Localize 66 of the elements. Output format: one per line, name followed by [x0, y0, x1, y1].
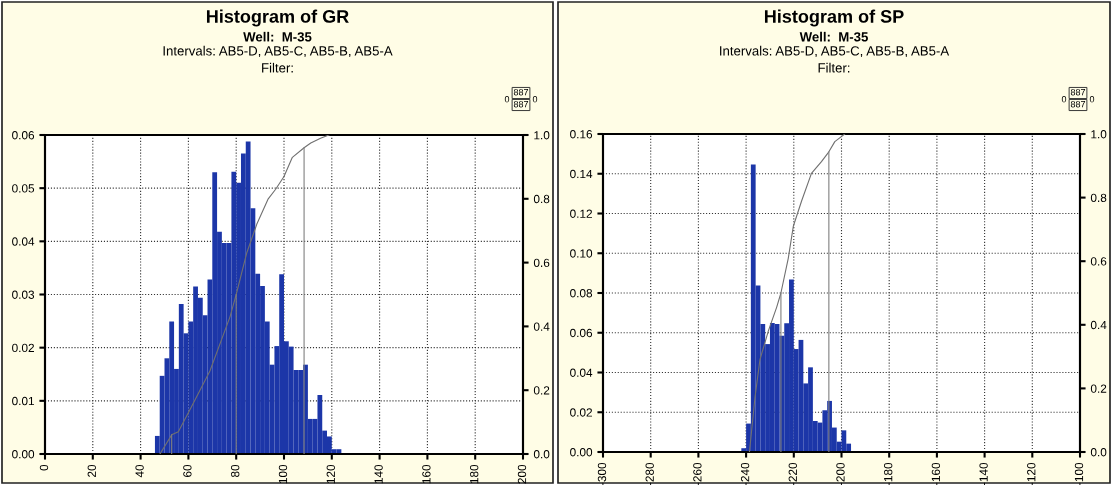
- x-tick-label: 200: [517, 464, 527, 484]
- x-tick-label: -160: [931, 462, 941, 485]
- y-tick-label: 0.00: [570, 448, 593, 457]
- y2-tick-label: 0.6: [533, 258, 550, 267]
- x-tick-label: 140: [374, 464, 383, 484]
- x-tick-label: 160: [422, 464, 431, 484]
- y-tick-label: 0.10: [570, 249, 593, 258]
- y-tick-label: 0.04: [570, 368, 593, 377]
- text: 0: [504, 96, 510, 103]
- y2-tick-label: 0.4: [1090, 320, 1107, 330]
- y2-tick-label: 0.6: [1090, 257, 1107, 266]
- y-tick-label: 0.06: [12, 131, 35, 140]
- x-tick-label: 180: [470, 464, 479, 484]
- x-tick-label: 20: [87, 464, 96, 477]
- y-tick-label: 0.05: [12, 184, 35, 193]
- y2-tick-label: 0.4: [533, 322, 550, 331]
- text: 0: [532, 96, 538, 103]
- text: Intervals: AB5-D, AB5-C, AB5-B, AB5-A: [163, 45, 393, 58]
- x-tick-label: 60: [183, 464, 192, 477]
- y2-tick-label: 0.0: [533, 450, 550, 459]
- x-tick-label: -220: [788, 462, 797, 485]
- x-tick-label: 40: [135, 464, 144, 478]
- y-tick-label: 0.00: [12, 450, 35, 459]
- y2-tick-label: 1.0: [1091, 130, 1107, 139]
- x-tick-label: -140: [979, 462, 988, 485]
- y2-tick-label: 1.0: [534, 131, 550, 140]
- y2-tick-label: 0.8: [1090, 193, 1107, 202]
- y-tick-label: 0.14: [570, 169, 593, 179]
- text: 0: [1061, 96, 1067, 103]
- text: Filter:: [262, 62, 293, 73]
- x-tick-label: -200: [836, 462, 845, 485]
- text: Intervals: AB5-D, AB5-C, AB5-B, AB5-A: [720, 45, 950, 58]
- y-tick-label: 0.02: [12, 343, 34, 353]
- text: 0: [1089, 96, 1095, 103]
- text: Filter:: [818, 62, 850, 73]
- x-tick-label: -280: [645, 462, 654, 485]
- y2-tick-label: 0.0: [1090, 448, 1107, 457]
- chart-subtitle: Well: M-35: [243, 31, 312, 42]
- x-tick-label: -100: [1074, 462, 1084, 485]
- text: 887: [513, 89, 529, 96]
- x-tick-label: 120: [326, 464, 335, 484]
- y-tick-label: 0.01: [12, 396, 35, 406]
- x-tick-label: -300: [597, 462, 607, 485]
- x-tick-label: -120: [1027, 462, 1036, 485]
- x-tick-label: -260: [693, 462, 702, 485]
- text: 887: [1070, 101, 1086, 108]
- y-tick-label: 0.02: [570, 408, 592, 417]
- y-tick-label: 0.16: [570, 130, 593, 139]
- chart-title: Histogram of SP: [764, 9, 904, 27]
- y2-tick-label: 0.2: [533, 386, 550, 395]
- y-tick-label: 0.04: [12, 237, 35, 246]
- y-tick-label: 0.03: [12, 290, 35, 299]
- chart-subtitle: Well: M-35: [799, 31, 868, 42]
- x-tick-label: 80: [231, 464, 240, 478]
- x-tick-label: 100: [278, 464, 288, 484]
- y-tick-label: 0.06: [570, 328, 593, 338]
- text: 887: [513, 101, 529, 108]
- text: 887: [1070, 89, 1086, 96]
- x-tick-label: -240: [740, 462, 750, 485]
- y-tick-label: 0.08: [570, 289, 593, 298]
- chart-title: Histogram of GR: [206, 9, 349, 27]
- x-tick-label: -180: [884, 462, 893, 485]
- y2-tick-label: 0.2: [1090, 384, 1107, 393]
- y-tick-label: 0.12: [570, 209, 592, 218]
- x-tick-label: 0: [39, 464, 49, 471]
- y2-tick-label: 0.8: [533, 194, 550, 204]
